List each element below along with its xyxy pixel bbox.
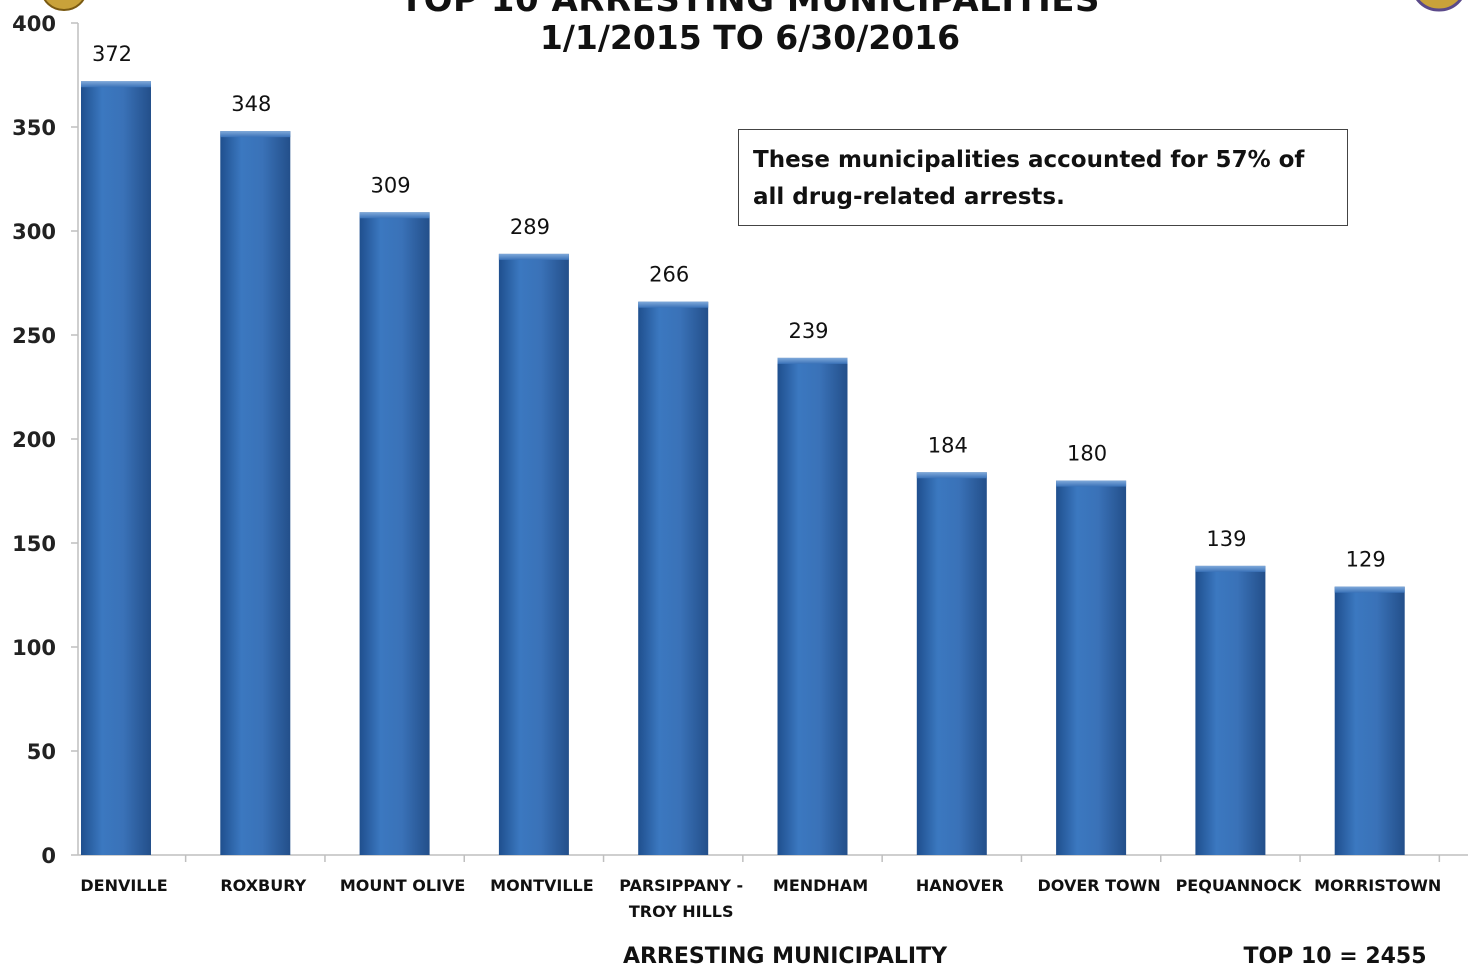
bar-top-highlight (777, 357, 848, 364)
bar (1195, 565, 1266, 855)
bar-top-highlight (81, 81, 151, 88)
bar (359, 212, 430, 855)
x-tick-label: MENDHAM (773, 876, 868, 895)
data-label: 139 (1206, 527, 1246, 551)
x-tick-label: MORRISTOWN (1314, 876, 1441, 895)
y-tick-label: 300 (12, 220, 56, 244)
y-tick-label: 200 (12, 428, 56, 452)
data-label: 266 (649, 263, 689, 287)
x-tick-label: PARSIPPANY - (619, 876, 743, 895)
bar (1056, 480, 1127, 855)
bar-top-highlight (916, 472, 987, 479)
data-label: 309 (371, 173, 411, 197)
seal-logo-right (1405, 0, 1465, 12)
bar (638, 301, 709, 856)
data-label: 372 (92, 42, 132, 66)
y-tick-label: 50 (27, 740, 56, 764)
bar-top-highlight (359, 212, 430, 219)
y-tick-label: 350 (12, 116, 56, 140)
bar-top-highlight (638, 301, 709, 308)
bar (916, 472, 987, 855)
data-label: 180 (1067, 442, 1107, 466)
chart-subtitle: 1/1/2015 TO 6/30/2016 (539, 18, 961, 57)
bar-top-highlight (1195, 565, 1266, 572)
data-label: 289 (510, 215, 550, 239)
y-tick-label: 100 (12, 636, 56, 660)
y-tick-label: 250 (12, 324, 56, 348)
chart-title: TOP 10 ARRESTING MUNICIPALITIES (399, 0, 1101, 20)
x-tick-label: HANOVER (916, 876, 1004, 895)
data-label: 129 (1346, 548, 1386, 572)
y-tick-label: 150 (12, 532, 56, 556)
data-label: 348 (231, 92, 271, 116)
bar-top-highlight (498, 253, 569, 260)
axes: 0 50 100 150 200 250 300 350 400 (12, 12, 1468, 868)
x-tick-label: ROXBURY (220, 876, 306, 895)
x-tick-label: DENVILLE (80, 876, 167, 895)
bars (81, 81, 1405, 856)
x-axis-label: ARRESTING MUNICIPALITY (622, 944, 948, 969)
labels: 372 DENVILLE 348 ROXBURY 309 MOUNT OLIVE 289 MO… (80, 42, 1441, 921)
y-tick-label: 0 (41, 844, 56, 868)
x-tick-label: MOUNT OLIVE (340, 876, 465, 895)
annotation-box: These municipalities accounted for 57% o… (738, 129, 1348, 226)
bar (498, 253, 569, 855)
y-tick-label: 400 (12, 12, 56, 36)
x-tick-label: MONTVILLE (490, 876, 593, 895)
bar-top-highlight (1056, 480, 1127, 487)
total-label: TOP 10 = 2455 (1243, 944, 1427, 969)
x-tick-label: TROY HILLS (629, 902, 734, 921)
bar (1334, 586, 1405, 855)
bar-top-highlight (1334, 586, 1405, 593)
data-label: 239 (788, 319, 828, 343)
bar (777, 357, 848, 855)
seal-logo-left (40, 0, 88, 12)
bar (81, 81, 151, 856)
data-label: 184 (928, 433, 968, 457)
x-tick-label: PEQUANNOCK (1176, 876, 1302, 895)
x-tick-label: DOVER TOWN (1037, 876, 1160, 895)
bar (220, 131, 291, 855)
bar-top-highlight (220, 131, 291, 138)
